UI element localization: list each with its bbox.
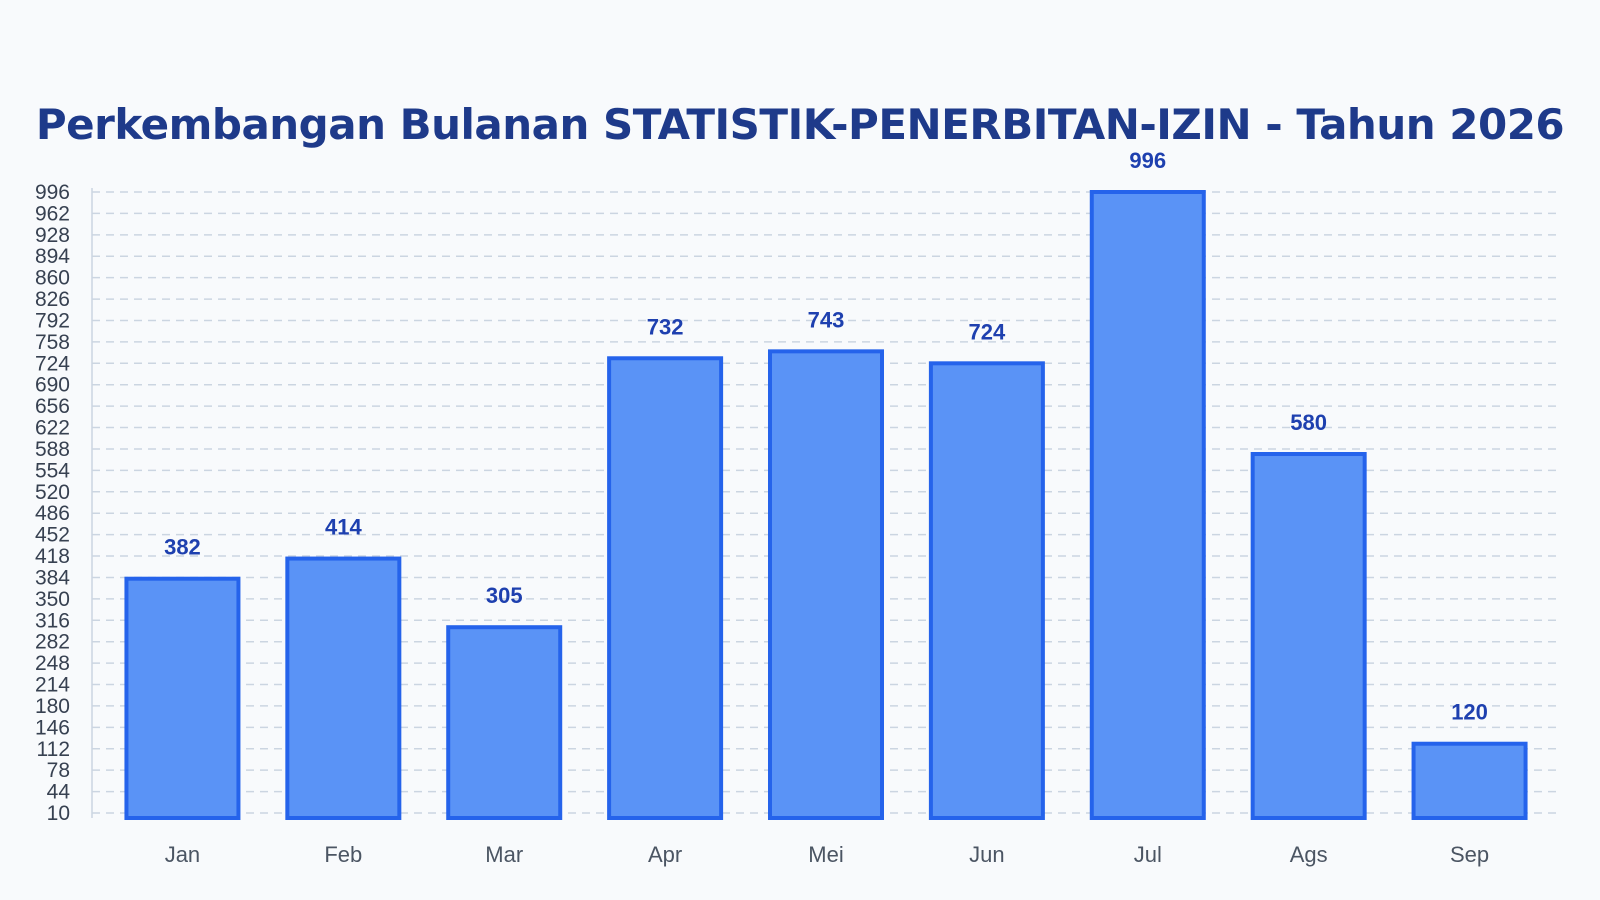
bar-mei [768,349,884,820]
bar-jan [124,576,241,820]
y-tick-label: 384 [35,566,70,589]
bar-mar [446,625,563,820]
y-tick-label: 826 [35,288,70,311]
x-tick-label: Sep [1450,842,1489,867]
y-tick-label: 180 [35,695,70,718]
y-tick-label: 248 [35,652,70,675]
y-tick-label: 894 [35,245,70,268]
y-tick-label: 316 [35,609,70,632]
bar-apr [607,356,724,820]
x-tick-label: Jul [1134,842,1162,867]
label-layer: 382 Jan 414 Feb 305 Mar 732 Apr 743 Mei 724 Jun 996 J… [164,148,1489,867]
bar-value-label: 724 [969,319,1006,344]
bar-jul [1089,190,1206,820]
y-tick-label: 962 [35,202,70,225]
bar-ags [1250,452,1367,820]
chart-title: Perkembangan Bulanan STATISTIK-PENERBITA… [35,100,1565,149]
x-tick-label: Ags [1290,842,1328,867]
x-tick-label: Mar [485,842,523,867]
bar-feb [285,556,402,821]
y-tick-label: 146 [35,716,70,739]
bar-value-label: 580 [1290,410,1327,435]
x-tick-label: Jun [969,842,1004,867]
y-tick-label: 214 [35,674,70,697]
y-tick-label: 452 [35,524,70,547]
x-tick-label: Jan [165,842,200,867]
bar-value-label: 414 [325,515,362,540]
bar-value-label: 305 [486,583,523,608]
y-tick-label: 928 [35,224,70,247]
y-tick-label: 350 [35,588,70,611]
y-tick-label: 112 [37,738,70,761]
bar-layer [124,190,1528,821]
y-tick-label: 690 [35,374,70,397]
x-tick-label: Mei [808,842,843,867]
bar-value-label: 382 [164,535,201,560]
y-tick-label: 860 [35,267,70,290]
x-tick-label: Apr [648,842,682,867]
y-tick-label: 282 [35,631,70,654]
x-tick-label: Feb [324,842,362,867]
bar-sep [1411,741,1528,821]
bar-jun [928,361,1045,820]
axis-layer: 1044781121461802142482823163503844184524… [35,181,93,825]
y-tick-label: 486 [35,502,70,525]
y-tick-label: 996 [35,181,70,204]
y-tick-label: 520 [35,481,70,504]
y-tick-label: 622 [35,417,70,440]
y-tick-label: 418 [35,545,70,568]
y-tick-label: 44 [47,781,71,804]
y-tick-label: 758 [35,331,70,354]
bar-value-label: 743 [808,307,845,332]
y-tick-label: 10 [47,802,70,825]
y-tick-label: 78 [47,759,70,782]
y-tick-label: 656 [35,395,70,418]
bar-value-label: 996 [1129,148,1166,173]
y-tick-label: 724 [35,352,70,375]
y-tick-label: 792 [35,309,70,332]
bar-value-label: 732 [647,314,684,339]
y-tick-label: 588 [35,438,70,461]
bar-value-label: 120 [1451,700,1488,725]
y-tick-label: 554 [35,459,70,482]
